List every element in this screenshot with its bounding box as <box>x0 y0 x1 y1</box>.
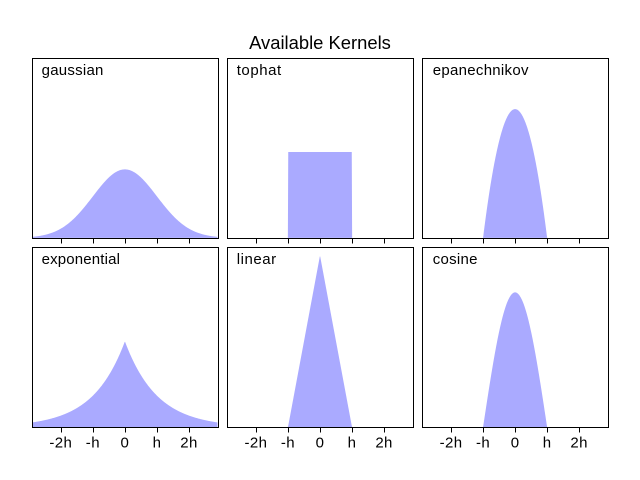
svg-text:0: 0 <box>316 434 325 451</box>
svg-text:-2h: -2h <box>49 434 72 451</box>
svg-text:exponential: exponential <box>42 251 121 268</box>
svg-text:-h: -h <box>281 434 295 451</box>
svg-text:-h: -h <box>476 434 490 451</box>
svg-text:-2h: -2h <box>440 434 463 451</box>
svg-text:cosine: cosine <box>433 251 478 268</box>
svg-text:-2h: -2h <box>244 434 267 451</box>
svg-text:tophat: tophat <box>237 62 282 79</box>
svg-text:epanechnikov: epanechnikov <box>433 62 529 79</box>
svg-text:2h: 2h <box>180 434 198 451</box>
svg-text:h: h <box>543 434 552 451</box>
svg-text:h: h <box>153 434 162 451</box>
svg-text:linear: linear <box>237 251 277 268</box>
svg-text:0: 0 <box>121 434 130 451</box>
svg-text:gaussian: gaussian <box>42 62 104 79</box>
svg-text:Available Kernels: Available Kernels <box>249 32 391 53</box>
svg-text:h: h <box>348 434 357 451</box>
svg-text:0: 0 <box>511 434 520 451</box>
svg-text:2h: 2h <box>570 434 588 451</box>
svg-text:2h: 2h <box>375 434 393 451</box>
svg-text:-h: -h <box>86 434 100 451</box>
